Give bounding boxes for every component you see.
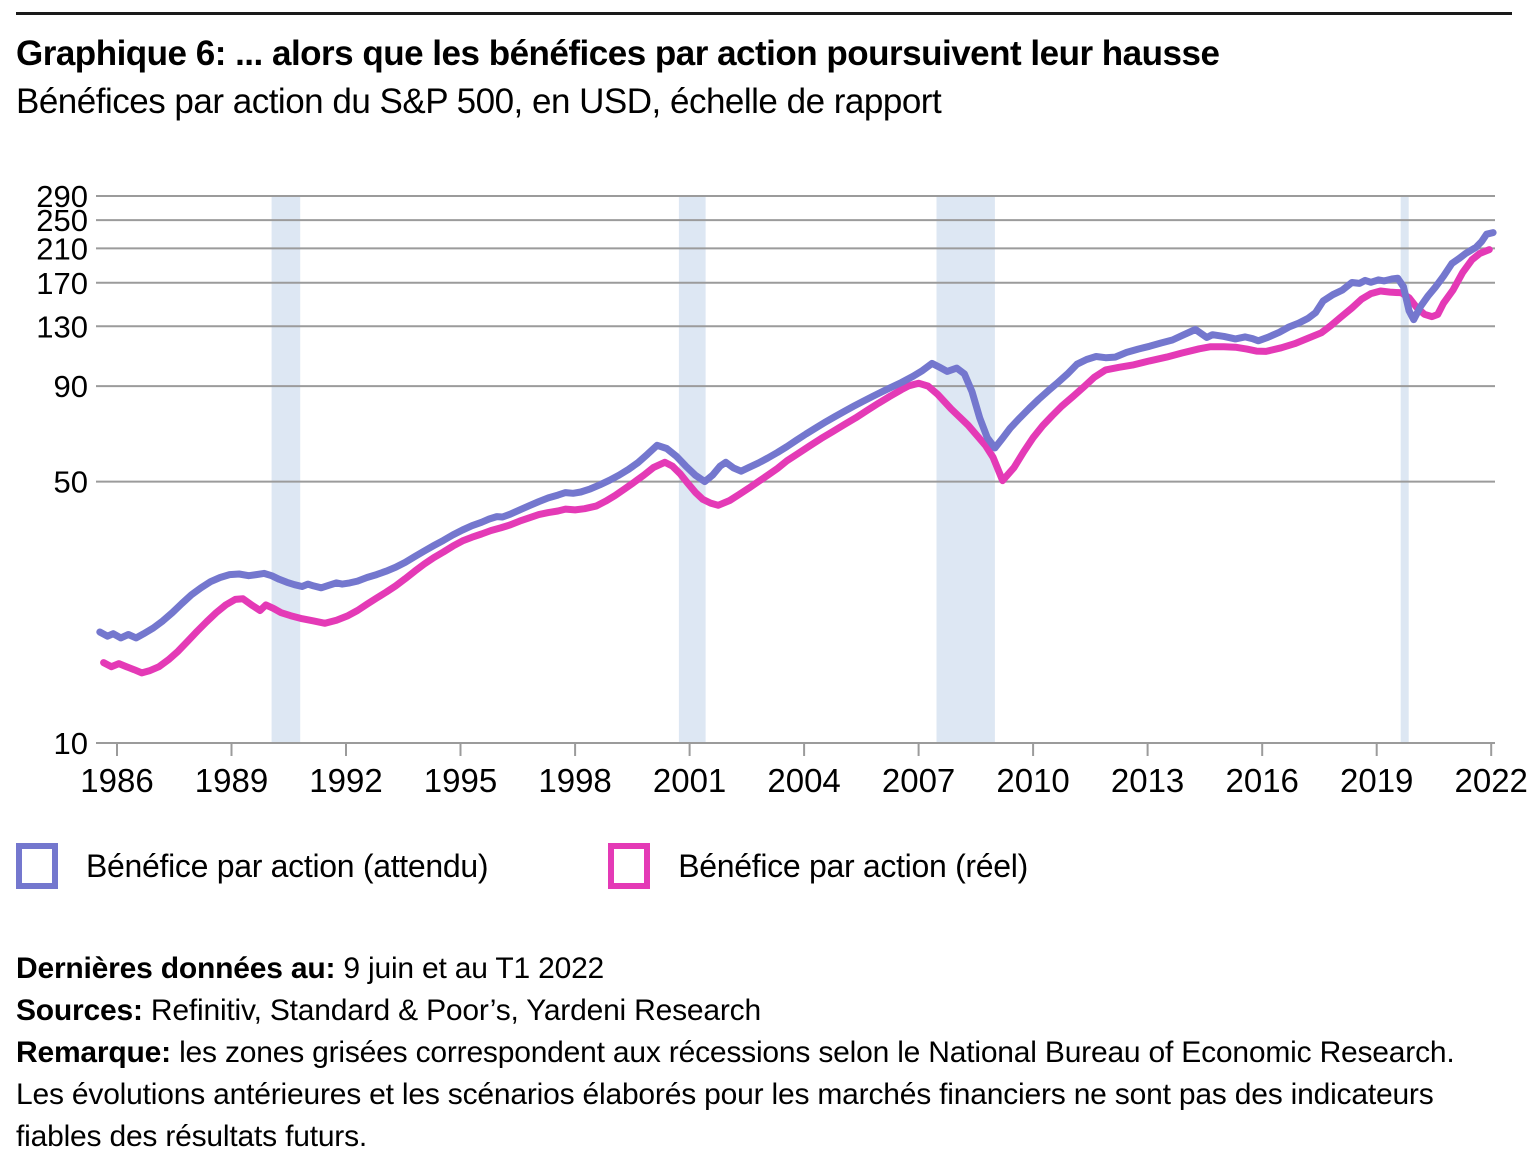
legend-label-attendu: Bénéfice par action (attendu) [86, 847, 489, 884]
legend-label-reel: Bénéfice par action (réel) [678, 847, 1028, 884]
series-line [96, 229, 1497, 642]
last-data-value: 9 juin et au T1 2022 [343, 952, 605, 985]
y-tick-label: 170 [36, 266, 88, 301]
legend-item-reel: Bénéfice par action (réel) [608, 843, 1028, 889]
y-tick-label: 50 [54, 465, 88, 500]
legend-swatch-reel-icon [608, 843, 651, 889]
y-tick-label: 90 [54, 369, 88, 404]
x-tick-label: 1992 [309, 762, 382, 799]
x-tick-label: 2016 [1225, 762, 1298, 799]
page-title: Graphique 6: ... alors que les bénéfices… [16, 34, 1220, 73]
chart-legend: Bénéfice par action (attendu) Bénéfice p… [16, 840, 1516, 892]
x-tick-label: 2022 [1454, 762, 1527, 799]
remark-text-1: les zones grisées correspondent aux réce… [179, 1036, 1455, 1069]
sources-value: Refinitiv, Standard & Poor’s, Yardeni Re… [150, 994, 761, 1027]
y-tick-label: 290 [36, 179, 88, 214]
sources-line: Sources: Refinitiv, Standard & Poor’s, Y… [16, 990, 1516, 1032]
remark-line-1: Remarque: les zones grisées corresponden… [16, 1032, 1516, 1074]
series-line [100, 246, 1493, 677]
x-tick-label: 2004 [767, 762, 840, 799]
top-rule [16, 12, 1512, 15]
recession-band [271, 196, 301, 743]
x-tick-label: 1986 [80, 762, 153, 799]
y-tick-label: 130 [36, 309, 88, 344]
x-tick-label: 1989 [195, 762, 268, 799]
remark-line-3: fiables des résultats futurs. [16, 1120, 368, 1153]
x-tick-label: 2019 [1340, 762, 1413, 799]
legend-swatch-attendu-icon [16, 843, 58, 889]
y-tick-label: 250 [36, 203, 88, 238]
x-tick-label: 2013 [1111, 762, 1184, 799]
page-subtitle: Bénéfices par action du S&P 500, en USD,… [16, 82, 942, 121]
last-data-label: Dernières données au: [16, 952, 336, 985]
last-data-line: Dernières données au: 9 juin et au T1 20… [16, 948, 1516, 990]
x-tick-label: 2010 [996, 762, 1069, 799]
legend-item-attendu: Bénéfice par action (attendu) [16, 843, 489, 889]
x-tick-label: 2007 [882, 762, 955, 799]
remark-line-2: Les évolutions antérieures et les scénar… [16, 1078, 1434, 1111]
sources-label: Sources: [16, 994, 143, 1027]
y-tick-label: 10 [54, 726, 88, 761]
y-tick-label: 210 [36, 231, 88, 266]
x-tick-label: 1998 [538, 762, 611, 799]
recession-band [936, 196, 995, 743]
recession-band [1400, 196, 1409, 743]
x-tick-label: 2001 [653, 762, 726, 799]
remark-label: Remarque: [16, 1036, 171, 1069]
x-tick-label: 1995 [424, 762, 497, 799]
footer-notes: Dernières données au: 9 juin et au T1 20… [16, 948, 1516, 1158]
